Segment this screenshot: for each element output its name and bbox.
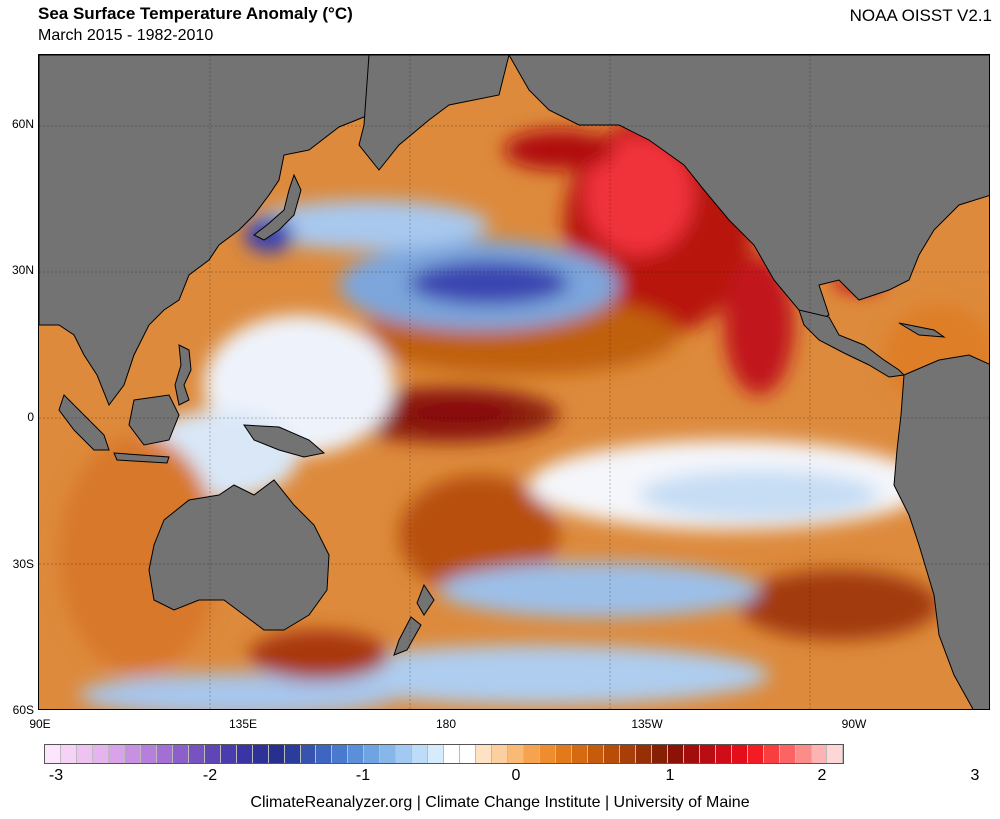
graticule <box>39 55 989 709</box>
colorbar-swatch <box>747 745 764 763</box>
lon-label-90e: 90E <box>29 717 51 731</box>
colorbar-swatch <box>348 745 365 763</box>
lat-label-0: 0 <box>27 410 34 424</box>
lon-label-135w: 135W <box>631 717 663 731</box>
colorbar-tick: 2 <box>817 767 827 784</box>
colorbar-tick: 3 <box>970 767 980 784</box>
colorbar-swatch <box>619 745 636 763</box>
lon-label-90w: 90W <box>841 717 867 731</box>
colorbar-swatch <box>603 745 620 763</box>
colorbar-tick: -2 <box>202 767 218 784</box>
colorbar-swatch <box>556 745 572 763</box>
colorbar-swatch <box>188 745 205 763</box>
lon-label-180: 180 <box>435 717 457 731</box>
colorbar-swatch <box>236 745 253 763</box>
colorbar-tick: -1 <box>355 767 371 784</box>
colorbar-swatch <box>108 745 125 763</box>
anomaly-field <box>59 115 989 709</box>
colorbar-swatch <box>172 745 189 763</box>
lat-label-30s: 30S <box>12 557 34 571</box>
colorbar-tick: 0 <box>511 767 521 784</box>
land-masses <box>39 55 989 709</box>
colorbar-swatch <box>587 745 604 763</box>
colorbar-swatch <box>332 745 349 763</box>
colorbar-tick: 1 <box>665 767 675 784</box>
colorbar-swatch <box>731 745 748 763</box>
colorbar-swatch <box>45 745 61 763</box>
colorbar-swatch <box>300 745 317 763</box>
map-title: Sea Surface Temperature Anomaly (°C) <box>38 4 353 23</box>
lon-label-135e: 135E <box>228 717 258 731</box>
colorbar-swatch <box>683 745 700 763</box>
colorbar-swatch <box>460 745 477 763</box>
colorbar-swatch <box>635 745 652 763</box>
colorbar-swatch <box>60 745 77 763</box>
colorbar-swatch <box>140 745 157 763</box>
credit-line: ClimateReanalyzer.org | Climate Change I… <box>250 794 750 811</box>
colorbar-tick: -3 <box>48 767 64 784</box>
colorbar-swatch <box>156 745 173 763</box>
colorbar-swatch <box>284 745 301 763</box>
colorbar <box>44 744 845 764</box>
colorbar-swatch <box>699 745 716 763</box>
colorbar-swatch <box>252 745 269 763</box>
colorbar-swatch <box>92 745 109 763</box>
colorbar-swatch <box>476 745 493 763</box>
colorbar-swatch <box>76 745 93 763</box>
colorbar-swatch <box>220 745 237 763</box>
colorbar-swatch <box>667 745 684 763</box>
colorbar-swatch <box>444 745 461 763</box>
colorbar-swatch <box>779 745 796 763</box>
colorbar-swatch <box>763 745 780 763</box>
colorbar-swatch <box>508 745 525 763</box>
lat-label-60s: 60S <box>12 703 34 717</box>
colorbar-swatch <box>524 745 541 763</box>
colorbar-swatch <box>380 745 397 763</box>
colorbar-swatch <box>811 745 828 763</box>
dataset-label: NOAA OISST V2.1 <box>849 6 992 25</box>
colorbar-swatch <box>651 745 668 763</box>
colorbar-swatch <box>412 745 429 763</box>
colorbar-swatch <box>316 745 333 763</box>
colorbar-swatch <box>204 745 221 763</box>
colorbar-swatch <box>364 745 381 763</box>
colorbar-swatch <box>827 745 844 763</box>
colorbar-swatch <box>715 745 732 763</box>
lat-label-30n: 30N <box>11 263 34 277</box>
colorbar-swatch <box>540 745 556 763</box>
colorbar-swatch <box>396 745 413 763</box>
colorbar-swatch <box>268 745 285 763</box>
colorbar-swatch <box>124 745 141 763</box>
map-subtitle: March 2015 - 1982-2010 <box>38 27 214 44</box>
colorbar-swatch <box>492 745 509 763</box>
sst-anomaly-map <box>38 54 990 710</box>
lat-label-60n: 60N <box>11 117 34 131</box>
colorbar-swatch <box>795 745 812 763</box>
colorbar-swatch <box>428 745 445 763</box>
colorbar-swatch <box>571 745 588 763</box>
